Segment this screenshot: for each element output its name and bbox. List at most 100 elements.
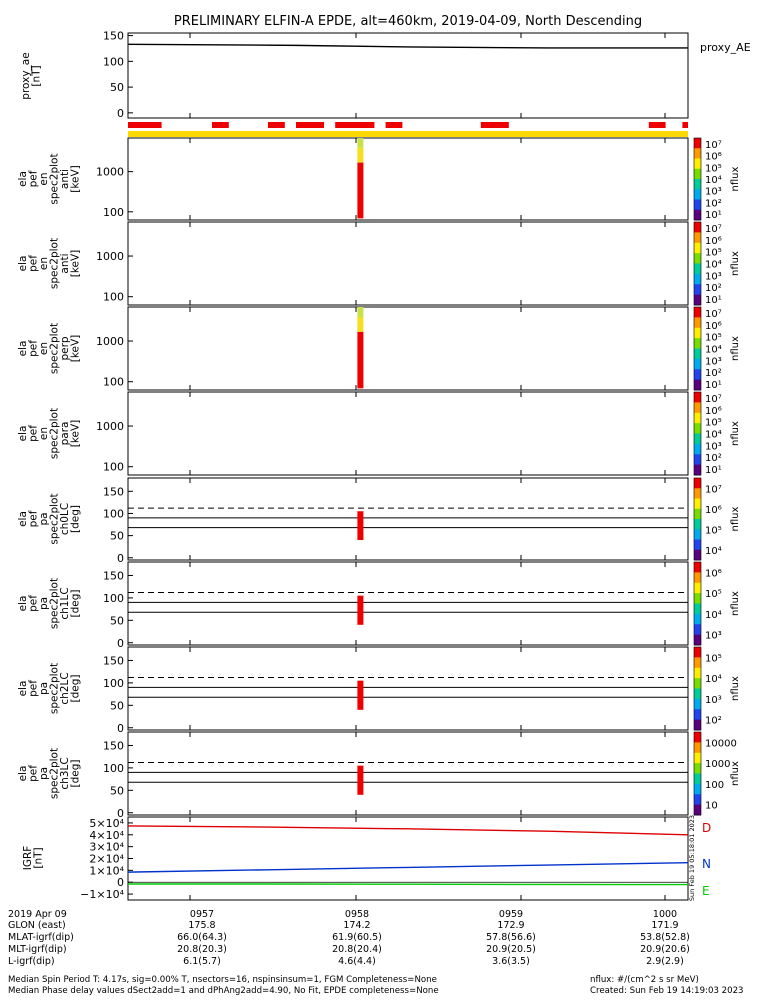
- panel-en_perp-colorbar-tick-0: 10⁷: [705, 309, 722, 320]
- panel-pa_ch2-y-ticklabel-0: 150: [103, 654, 124, 667]
- panel-pa_ch2-colorbar-seg-6: [694, 709, 701, 721]
- flag-red-4: [335, 122, 375, 128]
- panel-pa_ch0-colorbar-label: nflux: [730, 506, 741, 531]
- panel-pa_ch0-colorbar-outline: [693, 477, 702, 561]
- panel-en_anti-colorbar-seg-2: [694, 158, 701, 170]
- panel-pa_ch3-spike: [357, 765, 364, 795]
- panel-en_perp-colorbar-seg-6: [694, 369, 701, 381]
- panel-pa_ch0-spike: [357, 511, 364, 541]
- panel-en_para-ylabel-line-0: ela: [17, 426, 29, 442]
- flag-red-8: [682, 122, 688, 128]
- panel-en_anti-ylabel-line-3: spec2plot: [48, 153, 60, 204]
- panel-en_perp-ylabel-line-1: pef: [27, 340, 39, 357]
- panel-pa_ch3-colorbar-seg-3: [694, 763, 701, 774]
- panel-en_anti-colorbar-tick-3: 10⁴: [705, 175, 722, 186]
- panel-en_perp-colorbar-tick-4: 10³: [705, 356, 722, 367]
- panel-en_para-colorbar-tick-4: 10³: [705, 441, 722, 452]
- panel-en_perp-colorbar-seg-7: [694, 379, 701, 391]
- panel-pa_ch1-ylabel-line-4: ch1LC: [59, 587, 71, 619]
- panel-pa_ch1-ylabel-line-5: [deg]: [69, 590, 81, 618]
- panel-en_anti-colorbar-seg-5: [694, 189, 701, 200]
- panel-en_anti-spike-mid: [357, 147, 364, 163]
- panel-pa_ch3-ylabel-line-0: ela: [17, 766, 29, 782]
- igrf-legend-e: E: [702, 884, 710, 898]
- panel-pa_ch1-ylabel-line-1: pef: [27, 595, 39, 612]
- panel-proxy-ae-y-ticklabel-2: 50: [110, 81, 124, 94]
- panel-igrf-y-ticklabel-1: 4×10⁴: [89, 829, 124, 842]
- panel-en_antia-colorbar-tick-0: 10⁷: [705, 224, 722, 235]
- panel-pa_ch1-y-ticklabel-2: 50: [110, 614, 124, 627]
- panel-en_para-colorbar-outline: [693, 391, 702, 476]
- footer-note-1: Median Spin Period T: 4.17s, sig=0.00% T…: [8, 975, 437, 985]
- panel-proxy-ae-y-ticklabel-3: 0: [117, 107, 124, 120]
- footer-val-2-3: 53.8(52.8): [640, 932, 690, 943]
- panel-en_antia-ylabel-line-3: spec2plot: [48, 238, 60, 289]
- panel-en_anti-colorbar-outline: [693, 137, 702, 221]
- flag-red-1: [212, 122, 229, 128]
- footer-val-0-2: 0959: [498, 909, 524, 920]
- footer-label-1: GLON (east): [8, 920, 66, 931]
- panel-pa_ch0: [127, 477, 689, 561]
- panel-en_perp-colorbar-tick-3: 10⁴: [705, 345, 722, 356]
- panel-pa_ch3-colorbar-label: nflux: [730, 761, 741, 786]
- panel-pa_ch2-colorbar: [693, 646, 702, 731]
- panel-en_anti-colorbar-seg-0: [694, 138, 701, 149]
- plot-title: PRELIMINARY ELFIN-A EPDE, alt=460km, 201…: [174, 14, 642, 29]
- panel-en_antia-colorbar-seg-7: [694, 294, 701, 306]
- panel-pa_ch0-colorbar-seg-3: [694, 508, 701, 520]
- panel-pa_ch3-ylabel-line-3: spec2plot: [48, 748, 60, 799]
- panel-pa_ch3-y-ticklabel-3: 0: [117, 807, 124, 820]
- footer-val-0-1: 0958: [344, 909, 370, 920]
- panel-en_para-ylabel-line-3: spec2plot: [48, 408, 60, 459]
- panel-en_antia-ylabel-line-1: pef: [27, 255, 39, 272]
- panel-en_anti-colorbar-tick-4: 10³: [705, 187, 722, 198]
- footer-label-4: L-igrf(dip): [8, 956, 55, 967]
- panel-pa_ch1-colorbar-tick-3: 10³: [705, 631, 722, 642]
- footer-val-4-0: 6.1(5.7): [183, 956, 221, 967]
- panel-en_anti-colorbar-seg-6: [694, 199, 701, 211]
- flag-red-5: [385, 122, 403, 128]
- panel-pa_ch1-colorbar-tick-0: 10⁶: [705, 568, 722, 579]
- igrf-legend-d: D: [702, 821, 711, 835]
- panel-pa_ch1-y-ticklabel-1: 100: [103, 592, 124, 605]
- panel-pa_ch1-ylabel-line-3: spec2plot: [48, 578, 60, 629]
- panel-pa_ch3-colorbar-tick-2: 100: [705, 780, 724, 791]
- panel-en_para-ylabel-line-2: en: [38, 427, 50, 440]
- flag-red-6: [480, 122, 509, 128]
- panel-en_antia-ylabel-line-5: [keV]: [69, 250, 81, 278]
- proxy-ae-line: [127, 43, 688, 49]
- footer-val-4-1: 4.6(4.4): [338, 956, 376, 967]
- proxy-ae-legend: proxy_AE: [700, 41, 751, 54]
- plot-layer: 150100500proxy_ae[nT]proxy_AE1000100elap…: [17, 30, 751, 902]
- panel-pa_ch3-colorbar-seg-1: [694, 742, 701, 754]
- panel-pa_ch0-colorbar-seg-2: [694, 498, 701, 510]
- panel-en_perp-colorbar-outline: [693, 306, 702, 391]
- footer-val-3-3: 20.9(20.6): [640, 944, 690, 955]
- panel-proxy-ae: [127, 32, 689, 119]
- panel-igrf-ylabel-line-1: [nT]: [32, 847, 44, 868]
- panel-pa_ch2-ylabel-line-4: ch2LC: [59, 672, 71, 704]
- panel-pa_ch1-spike: [357, 595, 364, 625]
- panel-pa_ch0-colorbar-seg-5: [694, 529, 701, 540]
- panel-pa_ch2-ylabel-line-0: ela: [17, 681, 29, 697]
- footer-note-2: Median Phase delay values dSect2add=1 an…: [8, 986, 439, 996]
- panel-pa_ch2-colorbar-tick-1: 10⁴: [705, 674, 722, 685]
- panel-pa_ch2-colorbar-outline: [693, 646, 702, 731]
- panel-pa_ch0-ylabel-line-2: pa: [38, 512, 50, 525]
- panel-pa_ch0-ylabel-line-1: pef: [27, 510, 39, 527]
- panel-en_para-colorbar-seg-5: [694, 443, 701, 455]
- panel-en_antia-colorbar-tick-3: 10⁴: [705, 260, 722, 271]
- flag-red-7: [648, 122, 666, 128]
- panel-en_antia-colorbar-seg-0: [694, 222, 701, 233]
- panel-en_anti-y-ticklabel-1: 100: [103, 206, 124, 219]
- panel-en_anti: [127, 137, 689, 221]
- panel-pa_ch2-ylabel-line-3: spec2plot: [48, 663, 60, 714]
- panel-pa_ch2-colorbar-seg-4: [694, 688, 701, 700]
- footer-val-0-0: 0957: [189, 909, 215, 920]
- footer-val-4-3: 2.9(2.9): [646, 956, 684, 967]
- footer-val-3-2: 20.9(20.5): [486, 944, 536, 955]
- panel-pa_ch1-colorbar-seg-4: [694, 603, 701, 615]
- panel-pa_ch1-ylabel-line-0: ela: [17, 596, 29, 612]
- panel-pa_ch0-colorbar-seg-0: [694, 478, 701, 489]
